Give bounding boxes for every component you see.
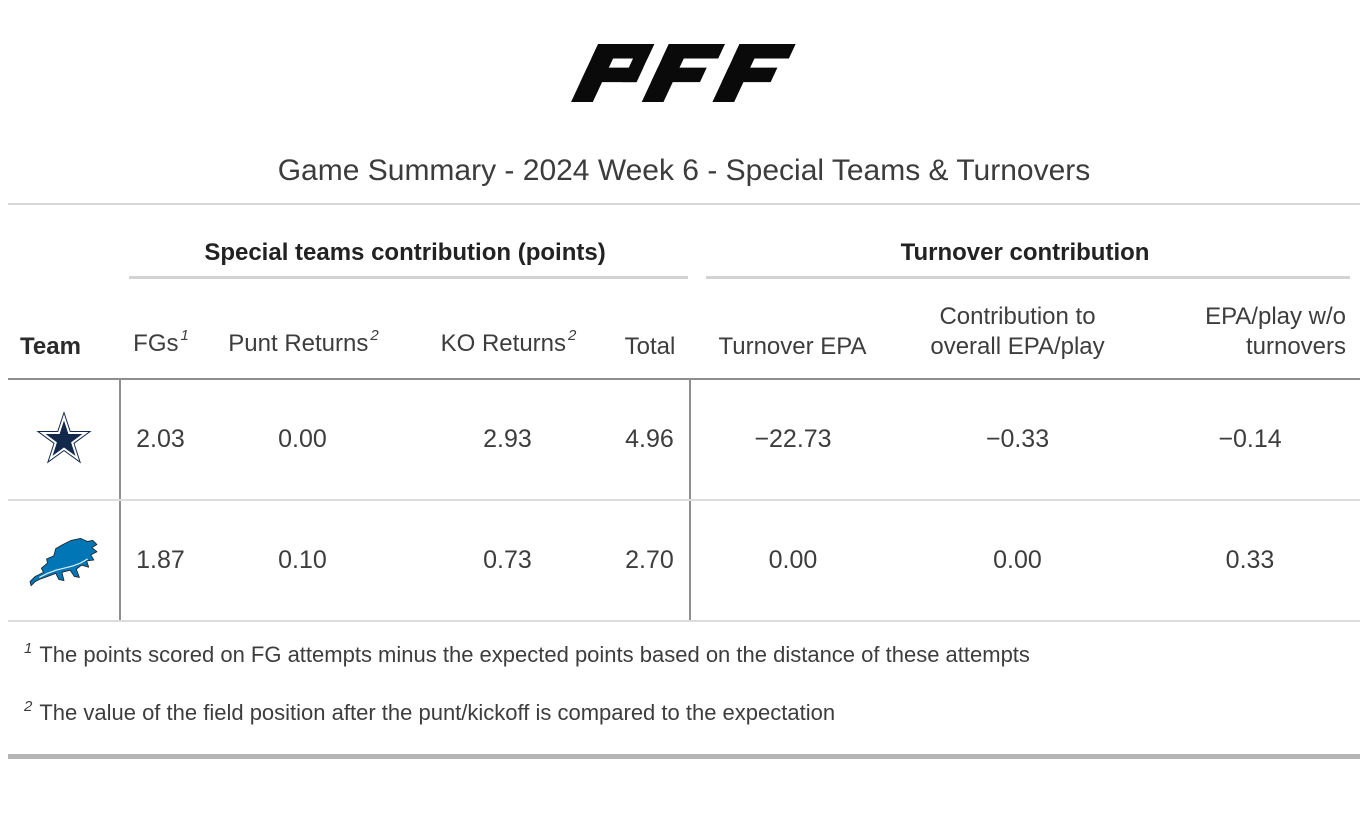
cell-turnover-epa: 0.00 <box>690 500 895 622</box>
lions-lion-icon <box>29 537 97 586</box>
group-header-turnover: Turnover contribution <box>690 203 1361 279</box>
cell-contribution-overall: −0.33 <box>895 379 1140 501</box>
bottom-divider <box>8 754 1360 759</box>
column-header-ko-returns: KO Returns 2 <box>405 279 610 380</box>
table-row-lions: 1.87 0.10 0.73 2.70 0.00 0.00 0.33 <box>8 500 1361 622</box>
page-title: Game Summary - 2024 Week 6 - Special Tea… <box>277 154 1091 187</box>
column-header-epa-wo-turnovers: EPA/play w/o turnovers <box>1140 279 1361 380</box>
team-logo-cell-cowboys <box>8 379 121 501</box>
team-logo-cell-lions <box>8 500 121 622</box>
cell-epa-wo-turnovers: −0.14 <box>1140 379 1361 501</box>
cowboys-star-icon <box>35 410 92 464</box>
column-header-punt-returns: Punt Returns 2 <box>200 279 405 380</box>
stats-table: Special teams contribution (points) Turn… <box>8 203 1361 622</box>
cell-fgs: 2.03 <box>120 379 200 501</box>
group-label-special-teams: Special teams contribution (points) <box>204 239 606 266</box>
cell-total: 2.70 <box>610 500 691 622</box>
table-row-cowboys: 2.03 0.00 2.93 4.96 −22.73 −0.33 −0.14 <box>8 379 1361 501</box>
footnote-1-marker: 1 <box>24 640 33 657</box>
footnote-2: 2 The value of the field position after t… <box>24 696 1368 733</box>
column-header-contribution-overall: Contribution to overall EPA/play <box>895 279 1140 380</box>
group-underline-special-teams <box>129 276 688 279</box>
footnote-marker-1: 1 <box>180 327 189 344</box>
pff-logo-icon <box>570 44 796 102</box>
cell-ko-returns: 0.73 <box>405 500 610 622</box>
group-underline-turnover <box>706 276 1351 279</box>
column-header-team: Team <box>8 279 120 380</box>
footnotes: 1 The points scored on FG attempts minus … <box>0 622 1368 733</box>
cell-punt-returns: 0.10 <box>200 500 405 622</box>
footnote-1-text: The points scored on FG attempts minus t… <box>39 642 1030 667</box>
footnote-1: 1 The points scored on FG attempts minus … <box>24 638 1368 675</box>
pff-logo <box>0 44 1368 104</box>
group-label-turnover: Turnover contribution <box>900 239 1150 266</box>
column-header-total: Total <box>610 279 690 380</box>
group-header-spacer <box>8 203 120 279</box>
cell-epa-wo-turnovers: 0.33 <box>1140 500 1361 622</box>
group-header-special-teams: Special teams contribution (points) <box>120 203 690 279</box>
column-header-turnover-epa: Turnover EPA <box>690 279 895 380</box>
column-header-row: Team FGs 1 Punt Returns 2 KO Returns 2 Tota… <box>8 279 1361 380</box>
footnote-2-text: The value of the field position after th… <box>39 700 836 725</box>
cell-fgs: 1.87 <box>120 500 200 622</box>
cell-contribution-overall: 0.00 <box>895 500 1140 622</box>
column-header-fgs: FGs 1 <box>120 279 200 380</box>
footnote-2-marker: 2 <box>24 698 33 715</box>
footnote-marker-2: 2 <box>370 327 379 344</box>
cell-ko-returns: 2.93 <box>405 379 610 501</box>
report-page: Game Summary - 2024 Week 6 - Special Tea… <box>0 44 1368 759</box>
cell-turnover-epa: −22.73 <box>690 379 895 501</box>
cell-punt-returns: 0.00 <box>200 379 405 501</box>
cell-total: 4.96 <box>610 379 691 501</box>
footnote-marker-2: 2 <box>568 327 577 344</box>
group-header-row: Special teams contribution (points) Turn… <box>8 203 1361 279</box>
